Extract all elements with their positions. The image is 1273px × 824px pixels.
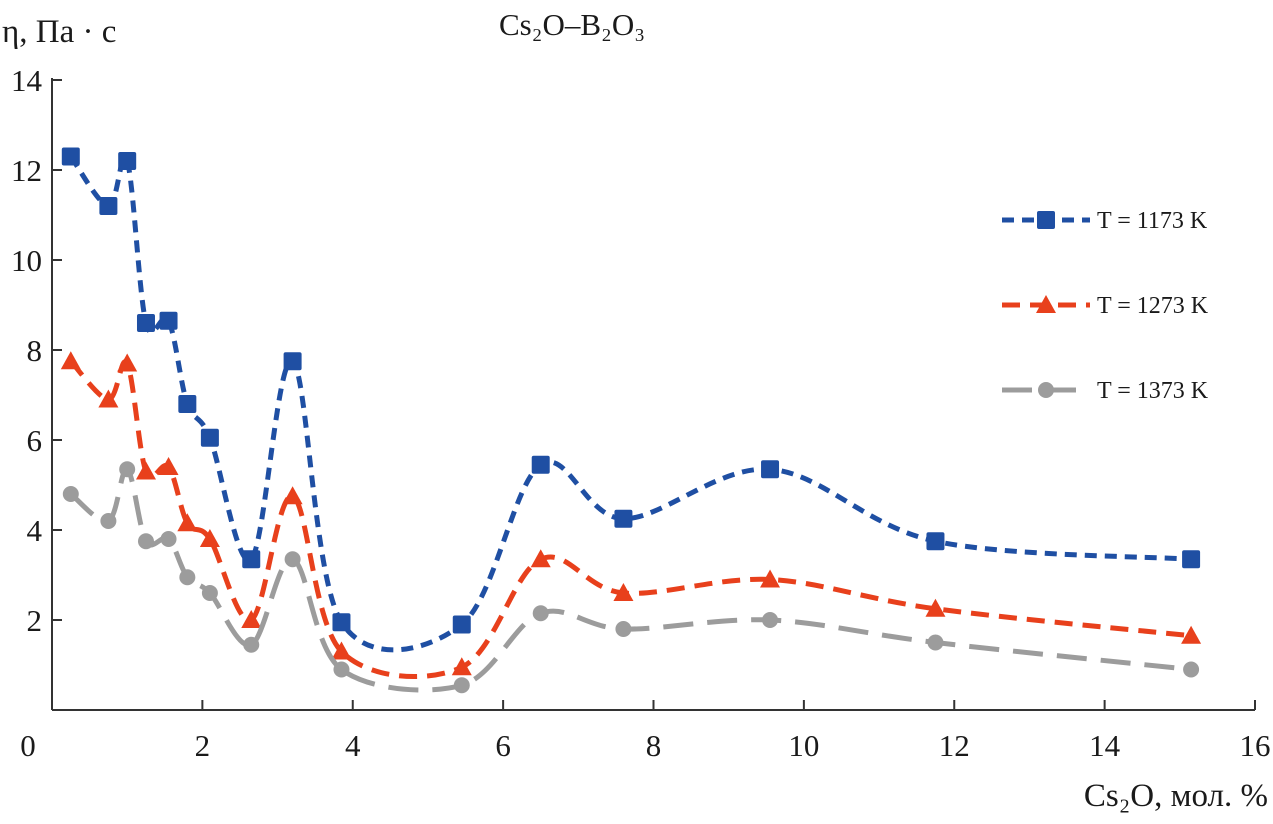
legend-label: T = 1173 K (1097, 208, 1208, 234)
series-point (1183, 661, 1200, 678)
series-point (241, 610, 262, 628)
series-point (199, 529, 220, 547)
x-tick-label: 16 (1240, 728, 1271, 763)
series-point (1182, 550, 1201, 569)
series-point (137, 533, 154, 550)
series-point (530, 549, 551, 568)
y-tick-label: 6 (27, 423, 43, 458)
series-point (177, 513, 198, 532)
y-tick-label: 10 (11, 243, 42, 278)
x-tick-label: 6 (495, 728, 511, 763)
series-point (98, 389, 119, 408)
y-tick-label: 8 (27, 333, 43, 368)
series-point (926, 532, 945, 551)
x-tick-label: 0 (20, 728, 36, 763)
x-tick-label: 10 (788, 728, 819, 763)
series-point (453, 677, 470, 694)
series-point (531, 455, 550, 474)
x-tick-label: 4 (345, 728, 361, 763)
series-point (160, 531, 177, 547)
y-tick-label: 2 (27, 603, 43, 638)
series-point (451, 657, 472, 676)
series-point (135, 461, 156, 480)
series-point (99, 197, 118, 215)
chart-title: Cs₂O–B₂O₃ (499, 7, 645, 42)
series-point (119, 461, 136, 478)
series-point (925, 598, 946, 617)
series-point (201, 585, 218, 601)
legend-label: T = 1273 K (1097, 293, 1209, 319)
series-point (331, 641, 352, 660)
series-point (158, 457, 179, 475)
series-point (61, 147, 80, 166)
series-point (927, 634, 944, 651)
y-axis-label: η, Па · с (2, 14, 116, 50)
y-tick-label: 14 (11, 63, 43, 98)
series-point (332, 613, 351, 632)
y-tick-label: 12 (11, 153, 42, 188)
x-tick-label: 8 (646, 728, 662, 763)
series-point (613, 583, 634, 601)
series-point (762, 612, 779, 628)
series-point (1181, 625, 1202, 644)
series-point (118, 152, 137, 170)
series-point (614, 509, 633, 528)
series-point (136, 314, 155, 332)
series-point (532, 605, 549, 622)
series-point (615, 621, 632, 637)
series-point (200, 428, 219, 447)
legend-marker (1038, 382, 1054, 398)
series-point (333, 661, 350, 678)
series-point (283, 352, 302, 371)
series-point (178, 395, 197, 413)
series-point (760, 569, 781, 588)
series-point (117, 353, 138, 372)
series-line (68, 154, 1192, 653)
series-line (69, 466, 1192, 693)
series-point (159, 311, 178, 330)
series-point (242, 550, 261, 569)
legend-marker (1037, 211, 1055, 229)
legend-label: T = 1373 K (1097, 378, 1209, 404)
series-point (282, 486, 303, 505)
x-tick-label: 2 (195, 728, 211, 763)
x-tick-label: 14 (1089, 728, 1121, 763)
series-point (243, 636, 260, 653)
legend-marker (1036, 295, 1056, 313)
x-axis-label: Cs₂O, мол. % (1084, 778, 1268, 814)
series-point (761, 460, 780, 479)
x-tick-label: 12 (939, 728, 970, 763)
series-point (284, 551, 301, 568)
series-point (179, 569, 196, 586)
y-tick-label: 4 (27, 513, 43, 548)
series-point (100, 513, 117, 529)
series-point (60, 351, 81, 370)
series-point (62, 486, 79, 502)
series-point (452, 615, 471, 634)
